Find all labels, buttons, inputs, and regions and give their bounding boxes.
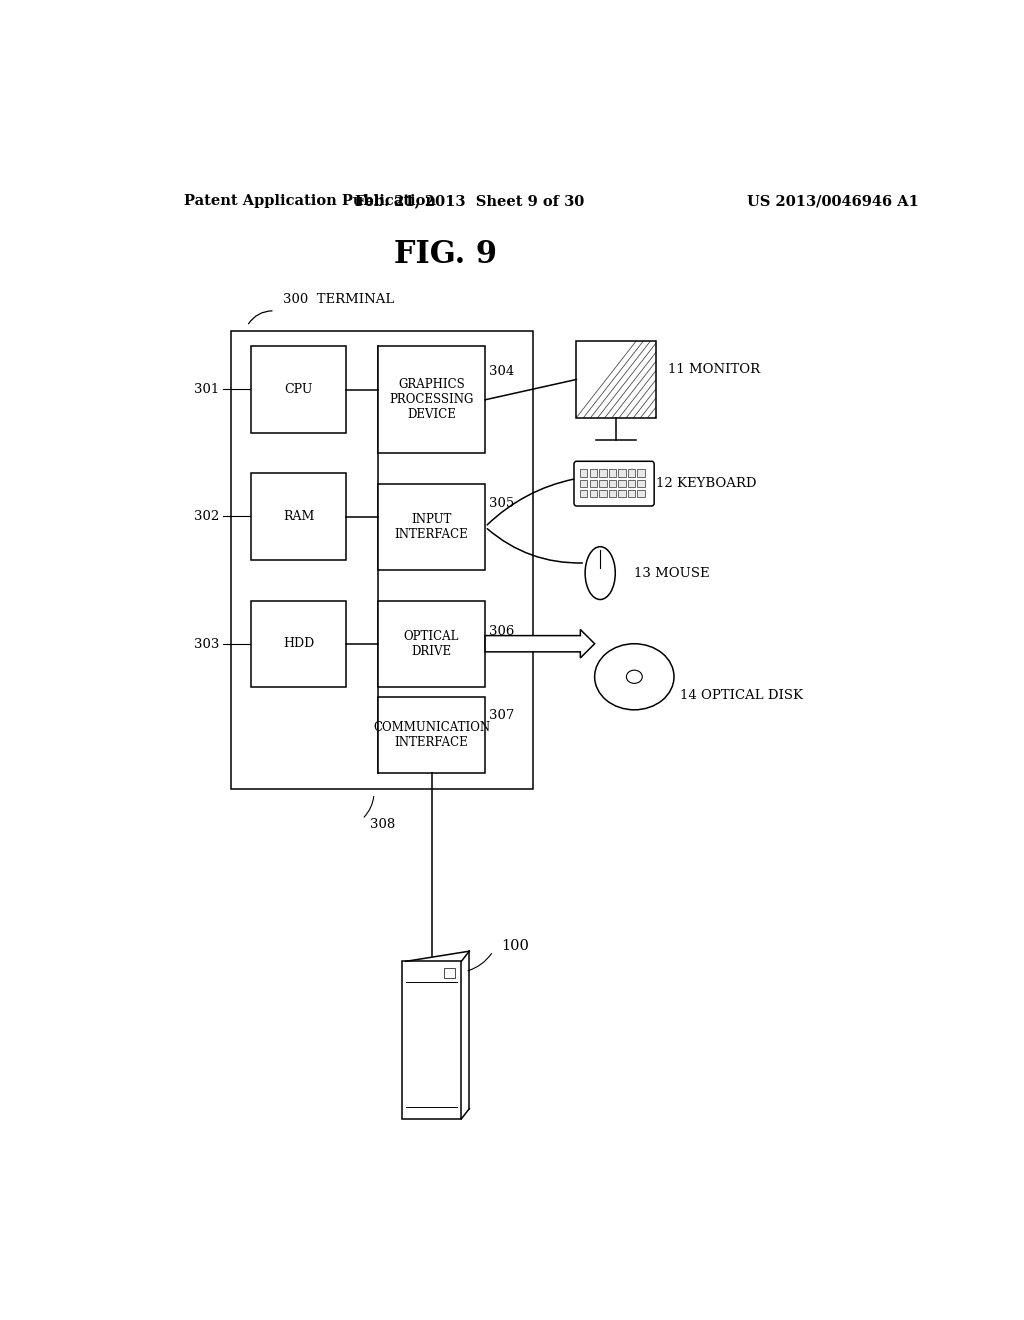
Bar (443, 969, 455, 978)
Bar (599, 470, 606, 477)
Bar (638, 479, 645, 487)
Text: 300  TERMINAL: 300 TERMINAL (283, 293, 394, 306)
Ellipse shape (595, 644, 674, 710)
Bar (378, 601, 485, 686)
Bar (638, 490, 645, 496)
Bar (618, 479, 626, 487)
Text: 308: 308 (370, 817, 395, 830)
Bar (581, 470, 588, 477)
Text: 14 OPTICAL DISK: 14 OPTICAL DISK (680, 689, 803, 701)
Bar (581, 479, 588, 487)
Bar (599, 479, 606, 487)
Text: 12 KEYBOARD: 12 KEYBOARD (655, 477, 757, 490)
Text: INPUT
INTERFACE: INPUT INTERFACE (394, 513, 468, 541)
Bar (251, 601, 346, 686)
Bar (581, 490, 588, 496)
Bar (590, 479, 597, 487)
Bar (590, 470, 597, 477)
Bar (577, 342, 655, 417)
Bar (401, 961, 461, 1119)
Text: 302: 302 (194, 510, 219, 523)
Bar (618, 490, 626, 496)
Bar (628, 479, 635, 487)
Ellipse shape (627, 671, 642, 684)
Text: 100: 100 (501, 939, 528, 953)
Text: 13 MOUSE: 13 MOUSE (634, 566, 710, 579)
Text: OPTICAL
DRIVE: OPTICAL DRIVE (403, 630, 459, 657)
Text: Patent Application Publication: Patent Application Publication (183, 194, 435, 209)
Text: GRAPHICS
PROCESSING
DEVICE: GRAPHICS PROCESSING DEVICE (389, 379, 474, 421)
Bar (590, 490, 597, 496)
Bar (251, 474, 346, 560)
Text: CPU: CPU (285, 383, 312, 396)
Text: FIG. 9: FIG. 9 (394, 239, 497, 271)
Bar (618, 470, 626, 477)
Text: 305: 305 (489, 498, 514, 511)
Ellipse shape (585, 546, 615, 599)
Bar (609, 490, 616, 496)
Text: 303: 303 (194, 638, 219, 651)
Bar (378, 697, 485, 774)
Text: 11 MONITOR: 11 MONITOR (668, 363, 760, 376)
Text: COMMUNICATION
INTERFACE: COMMUNICATION INTERFACE (373, 721, 490, 750)
Text: US 2013/0046946 A1: US 2013/0046946 A1 (748, 194, 919, 209)
Bar (251, 346, 346, 433)
FancyBboxPatch shape (574, 461, 654, 506)
Bar (599, 490, 606, 496)
Bar (378, 483, 485, 570)
Bar (609, 470, 616, 477)
FancyArrow shape (485, 630, 595, 657)
Bar (609, 479, 616, 487)
Text: HDD: HDD (283, 638, 314, 651)
Text: Feb. 21, 2013  Sheet 9 of 30: Feb. 21, 2013 Sheet 9 of 30 (354, 194, 584, 209)
Text: RAM: RAM (283, 511, 314, 523)
Bar (231, 331, 532, 788)
Text: 306: 306 (489, 624, 514, 638)
Text: 301: 301 (194, 383, 219, 396)
Text: 307: 307 (489, 709, 514, 722)
Bar (628, 490, 635, 496)
Bar (628, 470, 635, 477)
Bar (378, 346, 485, 453)
Bar (638, 470, 645, 477)
Text: 304: 304 (489, 366, 514, 379)
